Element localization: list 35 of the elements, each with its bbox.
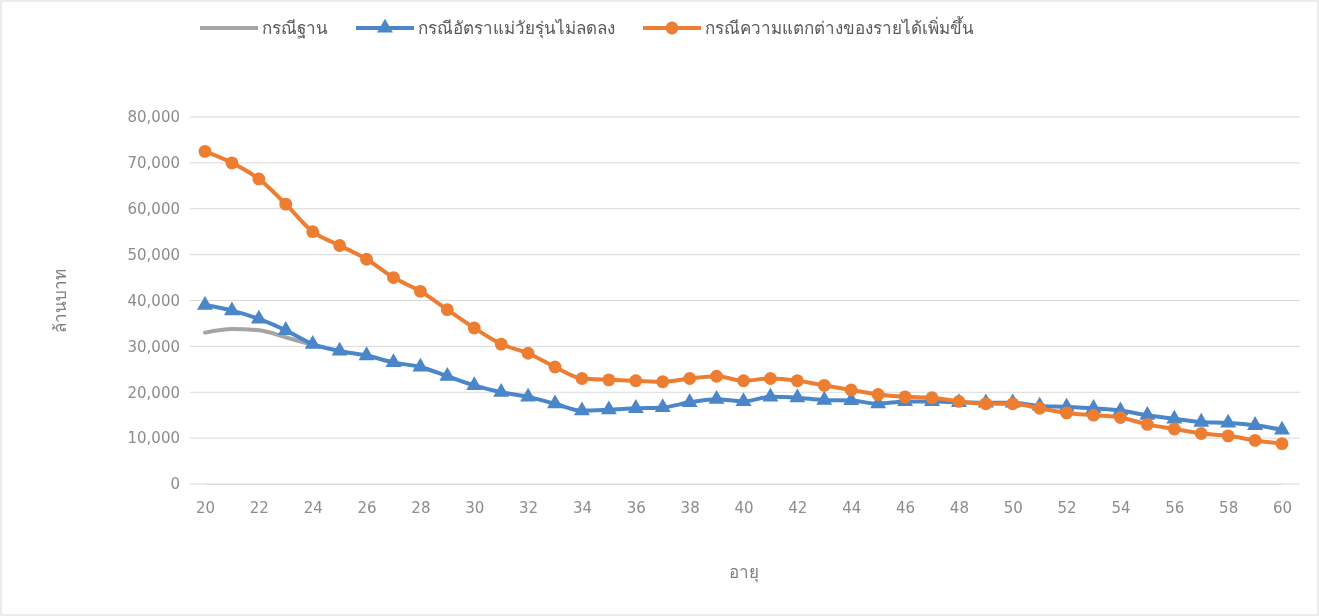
x-tick-label: 26: [357, 498, 377, 517]
x-tick-label: 40: [734, 498, 754, 517]
y-tick-label: 40,000: [127, 291, 180, 310]
legend-label: กรณีความแตกต่างของรายได้เพิ่มขึ้น: [705, 16, 974, 38]
x-tick-label: 28: [411, 498, 431, 517]
x-tick-label: 38: [680, 498, 700, 517]
x-tick-label: 30: [465, 498, 485, 517]
y-tick-label: 0: [170, 475, 180, 494]
x-tick-label: 34: [572, 498, 592, 517]
x-tick-label: 32: [519, 498, 539, 517]
y-axis-title: ล้านบาท: [50, 268, 70, 333]
legend-label: กรณีฐาน: [262, 18, 328, 39]
x-tick-label: 60: [1272, 498, 1293, 517]
y-tick-label: 50,000: [127, 245, 180, 264]
x-axis-title: อายุ: [728, 562, 759, 583]
x-tick-label: 42: [788, 498, 808, 517]
y-tick-label: 20,000: [127, 383, 180, 402]
x-tick-label: 44: [842, 498, 862, 517]
x-tick-label: 48: [949, 498, 969, 517]
x-tick-label: 20: [195, 498, 216, 517]
x-tick-label: 54: [1111, 498, 1131, 517]
x-tick-label: 22: [249, 498, 269, 517]
x-tick-label: 50: [1003, 498, 1023, 517]
legend-label: กรณีอัตราแม่วัยรุ่นไม่ลดลง: [418, 18, 615, 39]
x-tick-label: 46: [896, 498, 916, 517]
x-tick-label: 36: [626, 498, 646, 517]
y-tick-label: 10,000: [127, 429, 180, 448]
x-tick-label: 58: [1219, 498, 1239, 517]
y-tick-label: 80,000: [127, 108, 180, 127]
y-tick-label: 70,000: [127, 154, 180, 173]
y-tick-label: 30,000: [127, 337, 180, 356]
y-tick-label: 60,000: [127, 200, 180, 219]
x-tick-label: 24: [303, 498, 323, 517]
x-tick-label: 56: [1165, 498, 1185, 517]
x-tick-label: 52: [1057, 498, 1077, 517]
